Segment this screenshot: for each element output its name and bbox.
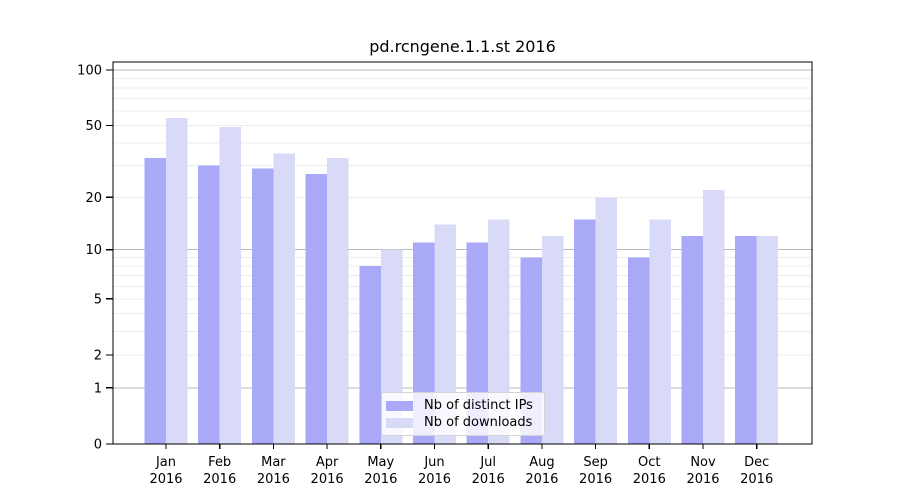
x-tick-label-month: Apr: [316, 455, 339, 470]
y-tick-label: 2: [94, 348, 102, 363]
bar-downloads-oct: [649, 219, 671, 444]
legend-swatch-distinct-ips-icon: [386, 400, 413, 411]
bar-distinct-ips-may: [359, 265, 381, 444]
legend-row-distinct-ips: Nb of distinct IPs: [386, 397, 538, 414]
x-tick-label-month: Aug: [529, 455, 554, 470]
y-tick-label: 20: [85, 191, 102, 206]
bar-distinct-ips-feb: [198, 165, 220, 444]
x-tick-label-year: 2016: [579, 472, 612, 487]
x-tick-label-year: 2016: [633, 472, 666, 487]
bar-distinct-ips-mar: [251, 168, 274, 444]
x-tick-label-month: Jun: [423, 455, 444, 470]
bar-distinct-ips-nov: [681, 236, 703, 444]
y-tick-label: 1: [94, 381, 102, 396]
y-tick-label: 50: [85, 119, 102, 134]
legend-swatch-downloads-icon: [386, 417, 413, 428]
x-tick-label-month: Sep: [583, 455, 608, 470]
legend: Nb of distinct IPs Nb of downloads: [381, 392, 545, 436]
x-tick-label-year: 2016: [149, 472, 182, 487]
x-tick-label-year: 2016: [418, 472, 451, 487]
bar-distinct-ips-dec: [735, 236, 757, 444]
x-tick-label-year: 2016: [472, 472, 505, 487]
bar-downloads-jun: [434, 224, 456, 444]
bar-distinct-ips-jan: [144, 158, 166, 444]
bar-distinct-ips-sep: [574, 219, 596, 444]
legend-label-distinct-ips: Nb of distinct IPs: [424, 398, 533, 413]
y-tick-label: 5: [94, 292, 102, 307]
legend-label-downloads: Nb of downloads: [424, 415, 533, 430]
y-tick-label: 0: [94, 438, 102, 453]
bar-downloads-mar: [273, 153, 295, 445]
x-tick-label-month: Dec: [744, 455, 769, 470]
x-tick-label-month: Oct: [638, 455, 660, 470]
y-tick-label: 10: [85, 243, 102, 258]
bar-distinct-ips-oct: [627, 257, 650, 444]
x-tick-label-month: Jan: [155, 455, 176, 470]
y-tick-label: 100: [77, 64, 102, 79]
x-tick-label-year: 2016: [525, 472, 558, 487]
x-tick-label-year: 2016: [740, 472, 773, 487]
x-tick-label-month: May: [367, 455, 394, 470]
x-tick-label-month: Jul: [479, 455, 496, 470]
x-tick-label-year: 2016: [311, 472, 344, 487]
x-tick-label-month: Nov: [690, 455, 716, 470]
bar-downloads-feb: [219, 126, 242, 444]
bar-downloads-aug: [541, 236, 564, 444]
bar-downloads-sep: [595, 197, 618, 444]
plot-border: [112, 61, 813, 445]
bar-downloads-nov: [703, 189, 725, 444]
chart-title: pd.rcngene.1.1.st 2016: [369, 37, 556, 56]
x-tick-label-month: Mar: [261, 455, 286, 470]
x-tick-label-month: Feb: [208, 455, 231, 470]
x-tick-label-year: 2016: [686, 472, 719, 487]
bar-downloads-dec: [756, 236, 779, 444]
legend-row-downloads: Nb of downloads: [386, 414, 538, 431]
bar-distinct-ips-apr: [305, 173, 328, 444]
x-tick-label-year: 2016: [203, 472, 236, 487]
bar-downloads-apr: [327, 158, 349, 444]
bar-downloads-jan: [166, 117, 188, 444]
bar-downloads-jul: [488, 219, 510, 444]
x-tick-label-year: 2016: [364, 472, 397, 487]
x-tick-label-year: 2016: [257, 472, 290, 487]
